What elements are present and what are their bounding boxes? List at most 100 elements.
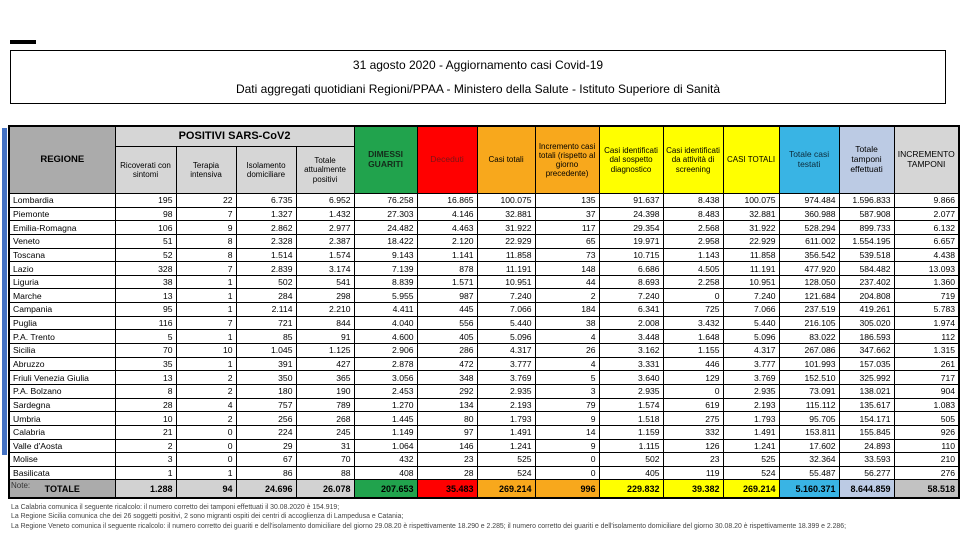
value-cell: 13 (114, 370, 177, 385)
value-cell: 154.171 (838, 411, 895, 426)
total-value-cell: 229.832 (598, 479, 664, 500)
value-cell: 23 (662, 452, 724, 467)
region-name-cell: Lazio (8, 261, 116, 276)
total-value-cell: 269.214 (722, 479, 780, 500)
value-cell: 1 (175, 288, 237, 304)
col-header-ricoverati: Ricoverati con sintomi (114, 146, 177, 194)
value-cell: 4.505 (662, 261, 724, 276)
value-cell: 112 (893, 329, 960, 345)
value-cell: 1.115 (598, 438, 664, 454)
total-value-cell: 35.483 (416, 479, 478, 500)
value-cell: 5 (114, 329, 177, 345)
value-cell: 121.684 (778, 288, 840, 304)
value-cell: 347.662 (838, 343, 895, 358)
value-cell: 8 (175, 247, 237, 263)
left-accent-bar (2, 128, 7, 455)
col-header-terapia-intensiva: Terapia intensiva (175, 146, 237, 194)
notes-section: Note: La Calabria comunica il seguente r… (11, 481, 961, 531)
value-cell: 8.693 (598, 274, 664, 290)
value-cell: 110 (893, 438, 960, 454)
report-title: 31 agosto 2020 - Aggiornamento casi Covi… (352, 58, 604, 72)
total-label-cell: TOTALE (8, 479, 116, 500)
value-cell: 348 (416, 370, 478, 385)
value-cell: 135.617 (838, 397, 895, 413)
value-cell: 2 (534, 288, 600, 304)
value-cell: 33.593 (838, 452, 895, 467)
value-cell: 360.988 (778, 206, 840, 222)
total-value-cell: 996 (534, 479, 600, 500)
value-cell: 0 (534, 465, 600, 481)
value-cell: 721 (235, 315, 297, 331)
report-title-box: 31 agosto 2020 - Aggiornamento casi Covi… (10, 50, 946, 104)
value-cell: 80 (416, 411, 478, 426)
value-cell: 2 (175, 383, 237, 399)
total-value-cell: 26.078 (295, 479, 355, 500)
value-cell: 9 (534, 438, 600, 454)
value-cell: 237.519 (778, 302, 840, 317)
value-cell: 3.162 (598, 343, 664, 358)
total-row: TOTALE 1.288 94 24.696 26.078 207.653 35.483 26… (8, 479, 960, 500)
value-cell: 79 (534, 397, 600, 413)
region-name-cell: Emilia-Romagna (8, 220, 116, 235)
value-cell: 65 (534, 233, 600, 249)
value-cell: 268 (295, 411, 355, 426)
value-cell: 28 (416, 465, 478, 481)
value-cell: 2.387 (295, 233, 355, 249)
value-cell: 1.241 (476, 438, 536, 454)
value-cell: 1.159 (598, 424, 664, 440)
value-cell: 3.331 (598, 356, 664, 372)
value-cell: 286 (416, 343, 478, 358)
value-cell: 1 (175, 465, 237, 481)
value-cell: 987 (416, 288, 478, 304)
value-cell: 0 (662, 383, 724, 399)
value-cell: 1.045 (235, 343, 297, 358)
value-cell: 1.270 (353, 397, 418, 413)
value-cell: 126 (662, 438, 724, 454)
total-value-cell: 24.696 (235, 479, 297, 500)
value-cell: 717 (893, 370, 960, 385)
value-cell: 138.021 (838, 383, 895, 399)
value-cell: 2 (175, 370, 237, 385)
value-cell: 0 (662, 288, 724, 304)
value-cell: 8.438 (662, 193, 724, 208)
value-cell: 284 (235, 288, 297, 304)
report-subtitle: Dati aggregati quotidiani Regioni/PPAA -… (235, 82, 721, 96)
value-cell: 445 (416, 302, 478, 317)
table-row: Sicilia 70 10 1.045 1.125 2.906 286 4.317 26 3.16… (8, 343, 960, 358)
value-cell: 325.992 (838, 370, 895, 385)
value-cell: 2.077 (893, 206, 960, 222)
table-row: Sardegna 28 4 757 789 1.270 134 2.193 79 1.574 619… (8, 397, 960, 413)
value-cell: 3.769 (722, 370, 780, 385)
value-cell: 1.315 (893, 343, 960, 358)
value-cell: 27.303 (353, 206, 418, 222)
value-cell: 524 (722, 465, 780, 481)
value-cell: 2.935 (598, 383, 664, 399)
region-name-cell: Friuli Venezia Giulia (8, 370, 116, 385)
region-name-cell: Molise (8, 452, 116, 467)
value-cell: 146 (416, 438, 478, 454)
col-header-regione: REGIONE (8, 125, 116, 194)
value-cell: 73 (534, 247, 600, 263)
value-cell: 3.056 (353, 370, 418, 385)
note-line: La Regione Veneto comunica il seguente r… (11, 522, 846, 530)
value-cell: 7.139 (353, 261, 418, 276)
value-cell: 619 (662, 397, 724, 413)
value-cell: 5.955 (353, 288, 418, 304)
value-cell: 2.114 (235, 302, 297, 317)
table-row: P.A. Trento 5 1 85 91 4.600 405 5.096 4 3.448 1.64… (8, 329, 960, 345)
value-cell: 134 (416, 397, 478, 413)
value-cell: 29 (235, 438, 297, 454)
value-cell: 117 (534, 220, 600, 235)
value-cell: 11.191 (722, 261, 780, 276)
table-row: Emilia-Romagna 106 9 2.862 2.977 24.482 4.463 3… (8, 220, 960, 235)
value-cell: 24.893 (838, 438, 895, 454)
total-value-cell: 58.518 (893, 479, 960, 500)
value-cell: 261 (893, 356, 960, 372)
value-cell: 2 (175, 411, 237, 426)
value-cell: 0 (175, 452, 237, 467)
value-cell: 86 (235, 465, 297, 481)
value-cell: 9.143 (353, 247, 418, 263)
value-cell: 70 (114, 343, 177, 358)
value-cell: 9.866 (893, 193, 960, 208)
value-cell: 2.008 (598, 315, 664, 331)
